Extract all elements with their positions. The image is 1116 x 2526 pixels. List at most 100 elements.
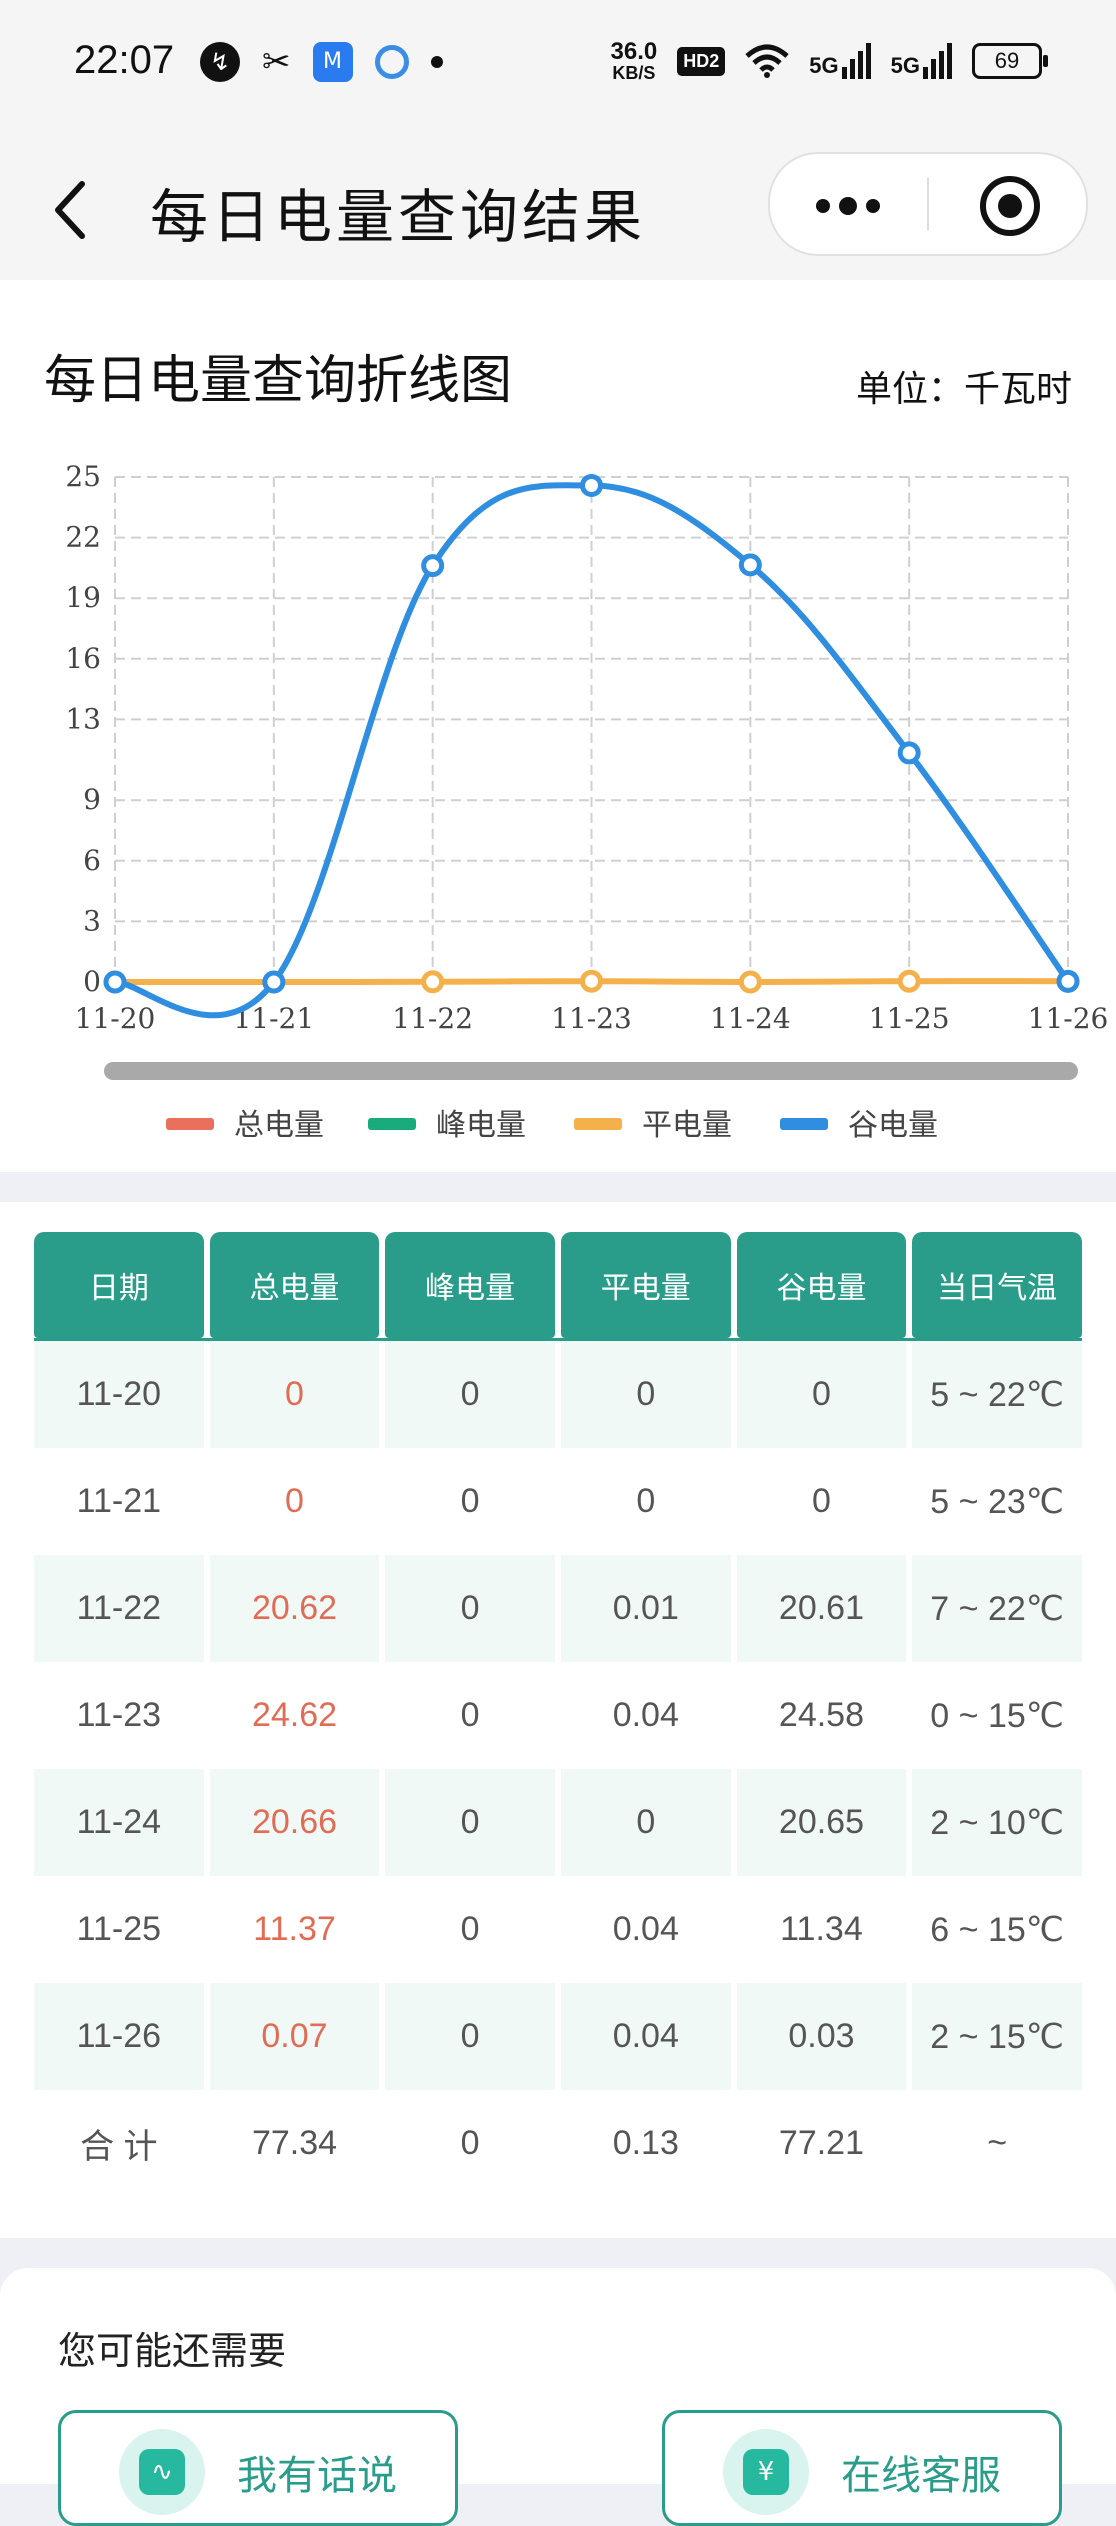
status-time: 22:07 bbox=[74, 38, 175, 82]
y-tick-label: 13 bbox=[65, 702, 101, 735]
status-left-icons: ↯ ✂ M bbox=[200, 42, 443, 82]
table-header-row: 日期 总电量 峰电量 平电量 谷电量 当日气温 bbox=[34, 1232, 1082, 1338]
header-valley: 谷电量 bbox=[736, 1232, 907, 1338]
cell-temperature: 7 ~ 22℃ bbox=[912, 1555, 1082, 1662]
heartbeat-icon: ∿ bbox=[119, 2429, 205, 2515]
cell-total: 20.66 bbox=[209, 1769, 380, 1876]
cell-total: 0 bbox=[209, 1341, 380, 1448]
data-point bbox=[738, 970, 762, 994]
header-date: 日期 bbox=[34, 1232, 204, 1338]
close-button[interactable] bbox=[980, 176, 1040, 236]
cell-sum-label: 合 计 bbox=[80, 2128, 158, 2166]
cell-temperature: 6 ~ 15℃ bbox=[930, 1910, 1064, 1949]
x-tick-label: 11-25 bbox=[869, 1002, 950, 1035]
cell-sum-valley: 77.21 bbox=[778, 2124, 864, 2162]
more-services-title: 您可能还需要 bbox=[58, 2329, 287, 2373]
chart-title: 每日电量查询折线图 bbox=[44, 351, 513, 411]
data-point bbox=[897, 969, 921, 993]
x-tick-label: 11-22 bbox=[392, 1002, 473, 1035]
cell-total: 24.62 bbox=[251, 1696, 338, 1734]
y-tick-label: 19 bbox=[65, 581, 101, 614]
chevron-left-icon bbox=[55, 181, 85, 239]
wifi-icon bbox=[745, 44, 789, 78]
table-row: 11-26 0.07 0 0.04 0.03 2 ~ 15℃ bbox=[34, 1983, 1082, 2090]
data-table: 日期 总电量 峰电量 平电量 谷电量 当日气温 11-20 0 0 0 0 5 … bbox=[28, 1232, 1088, 2197]
cell-peak: 0 bbox=[385, 1341, 555, 1448]
cell-date: 11-26 bbox=[34, 1983, 204, 2090]
signal-label-2: 5G bbox=[890, 53, 920, 78]
cell-peak: 0 bbox=[460, 1910, 480, 1948]
cell-valley: 11.34 bbox=[780, 1910, 863, 1948]
chart-unit: 单位：千瓦时 bbox=[855, 369, 1072, 410]
cell-date: 11-23 bbox=[76, 1696, 162, 1734]
cell-sum-temperature: ~ bbox=[987, 2124, 1008, 2162]
legend-label: 谷电量 bbox=[848, 1108, 938, 1143]
cell-peak: 0 bbox=[385, 1983, 555, 2090]
cell-flat: 0 bbox=[560, 1769, 731, 1876]
cell-peak: 0 bbox=[460, 1696, 480, 1734]
online-service-label: 在线客服 bbox=[841, 2453, 1001, 2499]
data-point bbox=[580, 473, 603, 497]
x-tick-label: 11-23 bbox=[551, 1002, 632, 1035]
table-row: 11-23 24.62 0 0.04 24.58 0 ~ 15℃ bbox=[34, 1662, 1082, 1769]
more-dots-icon bbox=[816, 197, 880, 215]
feedback-button[interactable]: ∿ 我有话说 bbox=[58, 2410, 458, 2526]
cell-date: 11-25 bbox=[76, 1910, 162, 1948]
more-button[interactable] bbox=[770, 154, 926, 254]
hd-badge: HD2 bbox=[677, 46, 726, 76]
app-icon-2: M bbox=[312, 42, 353, 82]
cell-flat: 0.04 bbox=[612, 1696, 679, 1734]
page-title: 每日电量查询结果 bbox=[150, 183, 647, 251]
online-service-button[interactable]: ¥ 在线客服 bbox=[662, 2410, 1062, 2526]
status-right-icons: 36.0 KB/S HD2 5G 5G 69 bbox=[611, 40, 1048, 83]
net-speed: 36.0 KB/S bbox=[611, 40, 658, 83]
y-tick-label: 0 bbox=[83, 965, 101, 998]
more-services-card: 您可能还需要 ∿ 我有话说 ¥ 在线客服 bbox=[0, 2268, 1116, 2526]
legend-swatch bbox=[368, 1118, 416, 1130]
cell-flat: 0.04 bbox=[560, 1983, 731, 2090]
back-button[interactable] bbox=[50, 170, 110, 240]
signal-icon: 5G bbox=[891, 43, 952, 79]
header-peak: 峰电量 bbox=[385, 1232, 555, 1338]
x-tick-label: 11-26 bbox=[1028, 1002, 1109, 1035]
table-row: 11-25 11.37 0 0.04 11.34 6 ~ 15℃ bbox=[34, 1876, 1082, 1983]
scissors-icon: ✂ bbox=[262, 42, 291, 82]
cell-peak: 0 bbox=[460, 1482, 480, 1520]
signal-label-1: 5G bbox=[809, 53, 839, 78]
cell-peak: 0 bbox=[385, 1769, 555, 1876]
header-flat: 平电量 bbox=[560, 1232, 731, 1338]
header-total: 总电量 bbox=[209, 1232, 380, 1338]
header-temperature: 当日气温 bbox=[912, 1232, 1082, 1338]
y-tick-label: 6 bbox=[83, 844, 101, 877]
cell-total: 0.07 bbox=[209, 1983, 380, 2090]
dot-icon bbox=[430, 56, 443, 68]
status-bar: 22:07 ↯ ✂ M 36.0 KB/S HD2 5G 5G 69 bbox=[0, 0, 1116, 130]
y-tick-label: 25 bbox=[65, 460, 101, 493]
y-tick-label: 9 bbox=[83, 783, 101, 816]
app-icon-1: ↯ bbox=[200, 42, 240, 82]
cell-flat: 0.01 bbox=[560, 1555, 731, 1662]
legend-swatch bbox=[166, 1118, 214, 1130]
table-card: 日期 总电量 峰电量 平电量 谷电量 当日气温 11-20 0 0 0 0 5 … bbox=[0, 1202, 1116, 2238]
cell-temperature: 0 ~ 15℃ bbox=[930, 1696, 1064, 1735]
feedback-label: 我有话说 bbox=[237, 2453, 397, 2499]
cell-date: 11-22 bbox=[34, 1555, 204, 1662]
chart-scrollbar bbox=[104, 1062, 1078, 1080]
data-point bbox=[580, 969, 603, 993]
x-tick-label: 11-24 bbox=[710, 1002, 791, 1035]
capsule-divider bbox=[927, 178, 929, 230]
cell-valley: 0.03 bbox=[736, 1983, 907, 2090]
data-point bbox=[421, 970, 445, 994]
cell-sum-total: 77.34 bbox=[251, 2124, 338, 2162]
y-tick-label: 22 bbox=[65, 521, 101, 554]
cell-temperature: 2 ~ 10℃ bbox=[912, 1769, 1082, 1876]
data-point bbox=[738, 553, 762, 577]
cell-temperature: 5 ~ 22℃ bbox=[912, 1341, 1082, 1448]
data-point bbox=[1056, 969, 1080, 993]
cell-sum-flat: 0.13 bbox=[612, 2124, 679, 2162]
legend-label: 峰电量 bbox=[436, 1108, 526, 1143]
cell-peak: 0 bbox=[385, 1555, 555, 1662]
data-point bbox=[103, 970, 127, 994]
legend-swatch bbox=[574, 1118, 622, 1130]
